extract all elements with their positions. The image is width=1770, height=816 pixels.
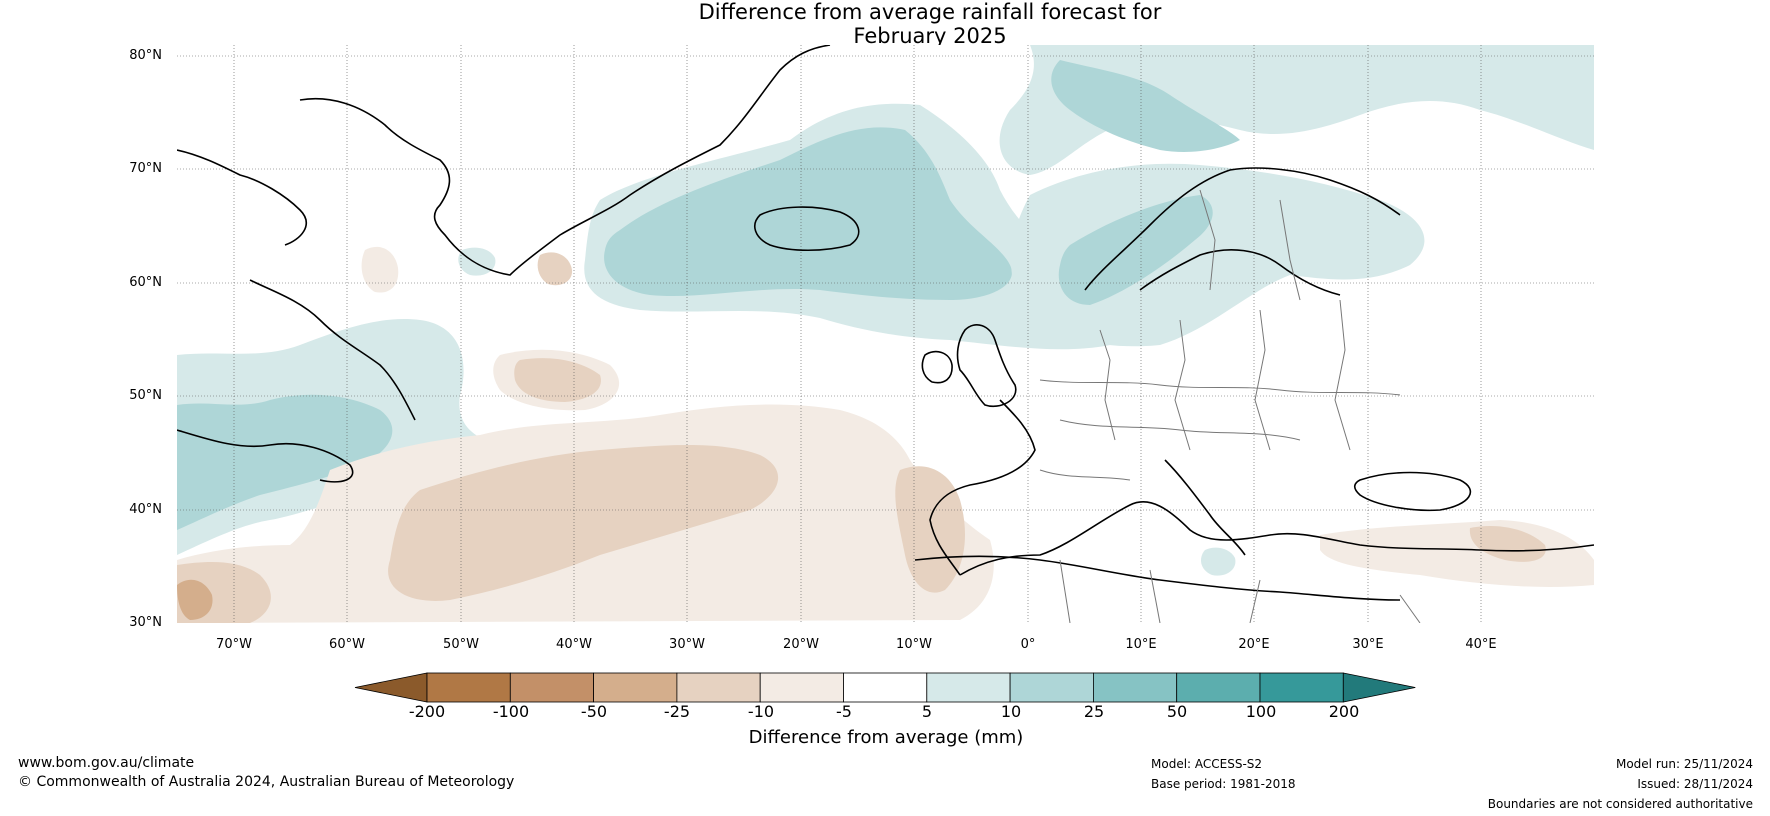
lat-label-40n: 40°N <box>129 502 162 517</box>
colorbar-swatch <box>1009 672 1094 703</box>
colorbar-swatch <box>1093 672 1178 703</box>
wet-region-scandinavia <box>1011 163 1425 347</box>
footer-model-run: Model run: 25/11/2024 <box>1615 757 1753 771</box>
country-borders <box>1039 189 1421 623</box>
dry-region-southwest-core <box>177 579 213 620</box>
sweden-finland-coast <box>1139 249 1341 296</box>
rainfall-anomaly-shading <box>177 45 1594 623</box>
footer-base-period: Base period: 1981-2018 <box>1151 777 1296 791</box>
colorbar-swatch <box>1176 672 1261 703</box>
footer-disclaimer: Boundaries are not considered authoritat… <box>1487 797 1753 811</box>
wet-region-aegean <box>1200 547 1236 576</box>
lon-label-70w: 70°W <box>216 637 252 652</box>
lon-label-0: 0° <box>1020 637 1036 652</box>
colorbar-title: Difference from average (mm) <box>748 727 1024 748</box>
wet-region-arctic-core <box>1051 60 1240 152</box>
lat-label-30n: 30°N <box>129 615 162 630</box>
footer-model: Model: ACCESS-S2 <box>1151 757 1263 771</box>
lon-label-10w: 10°W <box>896 637 932 652</box>
lat-label-70n: 70°N <box>129 161 162 176</box>
colorbar-label-100: 100 <box>1245 702 1277 721</box>
lon-label-50w: 50°W <box>443 637 479 652</box>
colorbar-extend-high <box>1342 672 1416 703</box>
colorbar-label-m25: -25 <box>663 702 691 721</box>
uk-coast <box>956 324 1017 407</box>
dry-region-atlantic-core <box>388 445 779 601</box>
lon-label-20w: 20°W <box>783 637 819 652</box>
colorbar-swatch <box>676 672 761 703</box>
colorbar-extend-low <box>354 672 428 703</box>
dry-region-iberia <box>895 466 965 593</box>
colorbar-swatch <box>926 672 1011 703</box>
colorbar-swatch <box>843 672 928 703</box>
colorbar-swatch <box>759 672 844 703</box>
colorbar-swatch <box>509 672 594 703</box>
graticule <box>177 45 1594 623</box>
lat-label-80n: 80°N <box>129 48 162 63</box>
colorbar-label-50: 50 <box>1166 702 1188 721</box>
lon-label-30e: 30°E <box>1352 637 1384 652</box>
title-line-2: February 2025 <box>853 24 1007 48</box>
colorbar-label-m10: -10 <box>747 702 775 721</box>
colorbar <box>354 672 1416 703</box>
iceland-coast <box>754 206 860 252</box>
black-sea-coast <box>1353 471 1472 512</box>
lon-label-20e: 20°E <box>1238 637 1270 652</box>
footer-url[interactable]: www.bom.gov.au/climate <box>18 755 195 771</box>
colorbar-swatch <box>1259 672 1344 703</box>
mediterranean-coast <box>959 501 1594 576</box>
map-title: Difference from average rainfall forecas… <box>630 0 1230 48</box>
colorbar-swatch <box>426 672 511 703</box>
colorbar-label-m50: -50 <box>580 702 608 721</box>
italy-coast <box>1164 459 1246 556</box>
north-africa-coast <box>914 555 1401 601</box>
lat-label-60n: 60°N <box>129 275 162 290</box>
labrador-coast <box>249 279 416 421</box>
lat-label-50n: 50°N <box>129 388 162 403</box>
colorbar-label-m100: -100 <box>492 702 530 721</box>
dry-region-labrador-sea <box>361 246 399 293</box>
ireland-coast <box>921 350 953 384</box>
dry-region-greenland-patch <box>537 252 573 286</box>
colorbar-label-200: 200 <box>1328 702 1360 721</box>
baffin-coast <box>177 149 307 246</box>
dry-region-mid-atlantic-north-core <box>514 358 601 402</box>
norway-coast <box>1084 167 1401 291</box>
wet-region-norway-core <box>1058 195 1213 305</box>
footer-copyright: © Commonwealth of Australia 2024, Austra… <box>18 774 515 790</box>
footer-issued: Issued: 28/11/2024 <box>1637 777 1753 791</box>
lon-label-60w: 60°W <box>329 637 365 652</box>
lon-label-40w: 40°W <box>556 637 592 652</box>
greenland-coast <box>299 45 831 276</box>
lon-label-40e: 40°E <box>1465 637 1497 652</box>
dry-region-east-med-core <box>1469 525 1546 562</box>
wet-region-arctic <box>999 45 1594 175</box>
colorbar-swatch <box>593 672 678 703</box>
lon-label-30w: 30°W <box>669 637 705 652</box>
colorbar-label-5: 5 <box>921 702 933 721</box>
title-line-1: Difference from average rainfall forecas… <box>698 0 1162 24</box>
coastlines <box>177 45 1594 601</box>
colorbar-label-25: 25 <box>1083 702 1105 721</box>
colorbar-label-m200: -200 <box>408 702 446 721</box>
colorbar-label-m5: -5 <box>836 702 852 721</box>
canada-east-coast <box>177 429 354 483</box>
europe-atlantic-coast <box>929 399 1036 576</box>
lon-label-10e: 10°E <box>1125 637 1157 652</box>
colorbar-label-10: 10 <box>1000 702 1022 721</box>
wet-region-canada-core <box>177 394 393 530</box>
wet-region-north-atlantic-core <box>604 127 1012 300</box>
